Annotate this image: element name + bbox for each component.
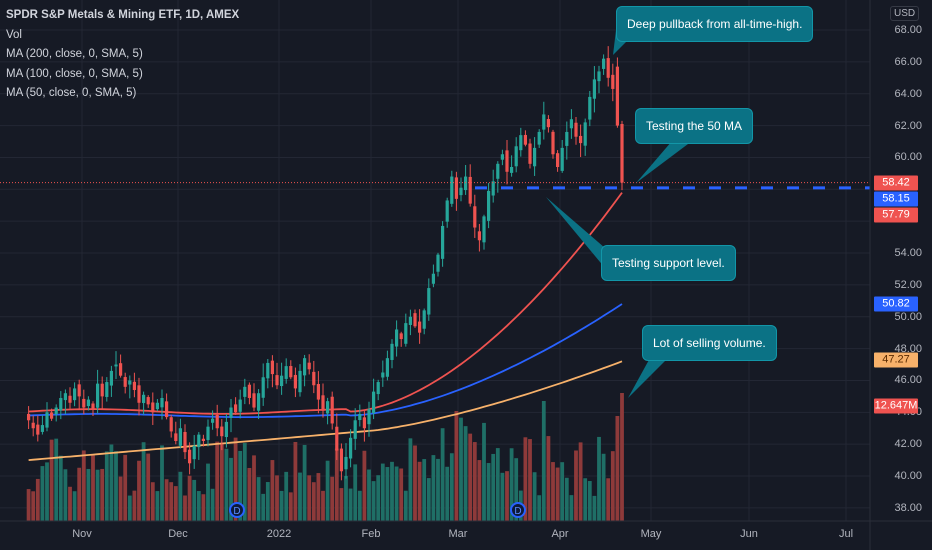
dividend-icon[interactable]: D xyxy=(229,502,245,518)
candlesticks xyxy=(27,46,624,481)
price-axis-label: 64.00 xyxy=(894,87,922,100)
moving-averages xyxy=(28,192,623,461)
currency-button[interactable]: USD xyxy=(890,6,920,21)
chart-legend: SPDR S&P Metals & Mining ETF, 1D, AMEX V… xyxy=(6,6,239,104)
chart-grid xyxy=(0,0,870,521)
legend-ma50[interactable]: MA (50, close, 0, SMA, 5) xyxy=(6,87,137,99)
price-axis-label: 60.00 xyxy=(894,151,922,164)
callout-volume[interactable]: Lot of selling volume. xyxy=(642,325,777,361)
last-price-tag: 58.42 xyxy=(874,175,918,191)
time-axis-label: Mar xyxy=(448,528,468,540)
volume-bars xyxy=(26,393,624,521)
legend-ma100[interactable]: MA (100, close, 0, SMA, 5) xyxy=(6,67,143,80)
price-axis-label: 68.00 xyxy=(894,24,922,36)
callout-50ma[interactable]: Testing the 50 MA xyxy=(635,108,754,144)
time-axis-label: Jul xyxy=(838,528,854,540)
time-axis-label: May xyxy=(640,528,662,540)
svg-text:D: D xyxy=(233,506,240,517)
ma50-tag: 57.79 xyxy=(874,207,918,223)
volume-tag: 12.647M xyxy=(874,398,918,414)
price-axis-label: 54.00 xyxy=(894,247,922,260)
time-axis-label: Apr xyxy=(551,528,569,540)
price-axis-label: 48.00 xyxy=(894,342,922,355)
callout-ath-pullback[interactable]: Deep pullback from all-time-high. xyxy=(616,6,814,42)
ma100-tag: 50.82 xyxy=(874,296,918,312)
svg-text:D: D xyxy=(514,506,521,517)
price-axis-label: 50.00 xyxy=(894,310,922,323)
price-axis-label: 52.00 xyxy=(894,278,922,291)
time-axis-label: Dec xyxy=(168,528,188,540)
callout-tails xyxy=(546,30,692,398)
price-levels xyxy=(0,182,870,190)
support-level-tag: 58.15 xyxy=(874,191,918,207)
symbol-title[interactable]: SPDR S&P Metals & Mining ETF, 1D, AMEX xyxy=(6,9,240,21)
dividend-icon[interactable]: D xyxy=(510,502,526,518)
time-axis-label: 2022 xyxy=(266,528,292,540)
price-axis-label: 40.00 xyxy=(894,470,922,483)
legend-ma200[interactable]: MA (200, close, 0, SMA, 5) xyxy=(6,48,143,60)
callout-support[interactable]: Testing support level. xyxy=(601,245,736,281)
price-axis-label: 38.00 xyxy=(894,501,922,514)
legend-volume[interactable]: Vol xyxy=(6,28,22,41)
price-axis-label: 42.00 xyxy=(894,438,922,451)
time-axis-label: Nov xyxy=(72,528,92,540)
ma200-tag: 47.27 xyxy=(874,352,918,368)
time-axis-label: Feb xyxy=(361,528,381,540)
price-axis-label: 66.00 xyxy=(894,55,922,68)
price-axis-label: 46.00 xyxy=(894,374,922,387)
price-axis-label: 62.00 xyxy=(894,119,922,132)
time-axis-label: Jun xyxy=(740,528,758,540)
